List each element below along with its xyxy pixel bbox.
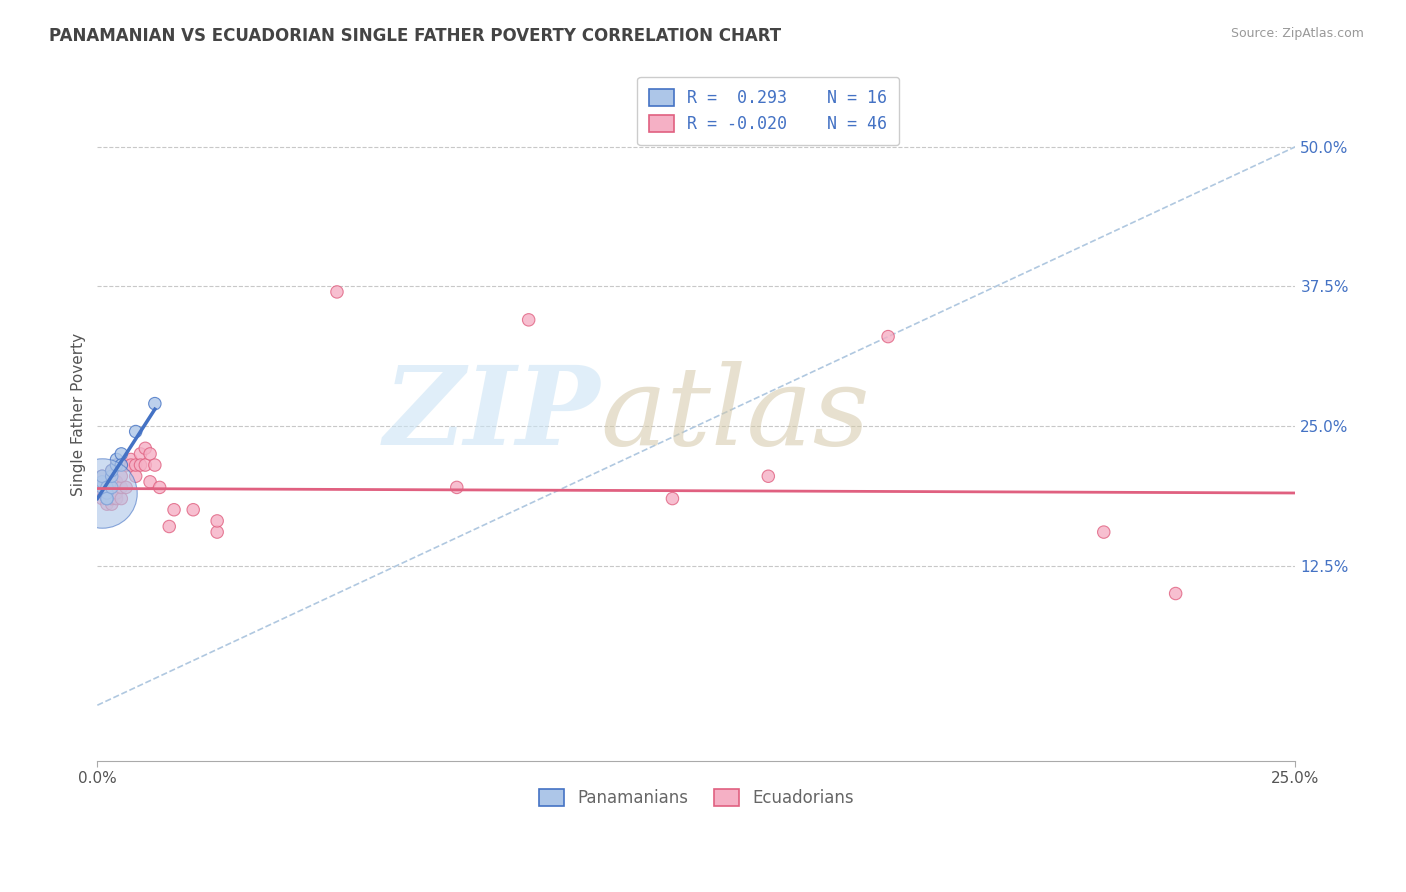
Text: Source: ZipAtlas.com: Source: ZipAtlas.com — [1230, 27, 1364, 40]
Point — [110, 480, 132, 494]
Point — [143, 396, 166, 410]
Point — [91, 469, 114, 483]
Point — [96, 480, 118, 494]
Point — [205, 514, 228, 528]
Point — [110, 447, 132, 461]
Point — [143, 458, 166, 472]
Point — [446, 480, 468, 494]
Point — [105, 475, 128, 489]
Point — [134, 458, 156, 472]
Point — [100, 491, 122, 506]
Point — [91, 486, 114, 500]
Point — [91, 480, 114, 494]
Point — [96, 486, 118, 500]
Point — [100, 464, 122, 478]
Point — [96, 491, 118, 506]
Point — [96, 486, 118, 500]
Point — [91, 475, 114, 489]
Point — [100, 497, 122, 511]
Point — [120, 458, 142, 472]
Point — [163, 502, 186, 516]
Point — [96, 480, 118, 494]
Point — [115, 458, 138, 472]
Point — [517, 313, 540, 327]
Point — [125, 469, 148, 483]
Point — [1092, 525, 1115, 540]
Point — [105, 486, 128, 500]
Point — [205, 525, 228, 540]
Point — [96, 491, 118, 506]
Text: atlas: atlas — [600, 361, 870, 468]
Point — [1164, 586, 1187, 600]
Y-axis label: Single Father Poverty: Single Father Poverty — [72, 334, 86, 496]
Point — [91, 486, 114, 500]
Point — [105, 458, 128, 472]
Point — [157, 519, 180, 533]
Point — [96, 497, 118, 511]
Point — [100, 480, 122, 494]
Point — [125, 458, 148, 472]
Text: PANAMANIAN VS ECUADORIAN SINGLE FATHER POVERTY CORRELATION CHART: PANAMANIAN VS ECUADORIAN SINGLE FATHER P… — [49, 27, 782, 45]
Point — [877, 329, 900, 343]
Legend: Panamanians, Ecuadorians: Panamanians, Ecuadorians — [531, 780, 862, 815]
Point — [149, 480, 172, 494]
Point — [96, 491, 118, 506]
Point — [105, 491, 128, 506]
Point — [91, 480, 114, 494]
Point — [139, 475, 162, 489]
Point — [100, 480, 122, 494]
Point — [105, 452, 128, 467]
Point — [105, 458, 128, 472]
Text: ZIP: ZIP — [384, 361, 600, 468]
Point — [91, 475, 114, 489]
Point — [756, 469, 779, 483]
Point — [100, 469, 122, 483]
Point — [661, 491, 683, 506]
Point — [134, 442, 156, 456]
Point — [115, 480, 138, 494]
Point — [125, 425, 148, 439]
Point — [181, 502, 204, 516]
Point — [139, 447, 162, 461]
Point — [110, 458, 132, 472]
Point — [110, 491, 132, 506]
Point — [129, 458, 152, 472]
Point — [110, 469, 132, 483]
Point — [100, 464, 122, 478]
Point — [326, 285, 349, 299]
Point — [129, 447, 152, 461]
Point — [91, 469, 114, 483]
Point — [120, 452, 142, 467]
Point — [91, 491, 114, 506]
